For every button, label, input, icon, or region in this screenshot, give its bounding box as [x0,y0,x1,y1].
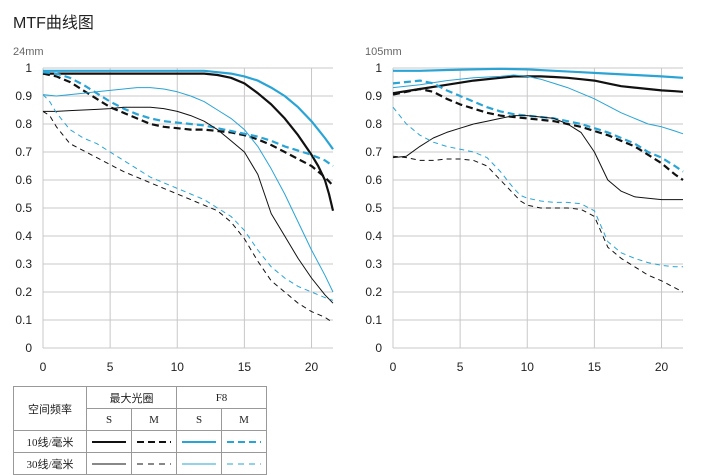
legend-swatch-10-max-s [86,430,132,453]
y-tick-label: 0.2 [15,285,32,299]
series-F8-30-S [42,87,334,293]
legend-header-max-aperture: 最大光圈 [86,386,177,409]
legend-swatch-10-f8-s [176,430,222,453]
series-F8-10-S [43,69,334,150]
legend-swatch-30-f8-m [221,452,267,475]
legend-m-f8: M [221,408,267,431]
y-tick-label: 0 [25,341,32,355]
y-tick-label: 0.7 [365,145,382,159]
series-max-10-S [392,75,684,95]
series-F8-30-M [392,106,683,268]
x-tick-label: 5 [107,360,114,374]
legend-m-max: M [131,408,177,431]
x-tick-label: 0 [40,360,47,374]
legend-header-f8: F8 [176,386,267,409]
page-title: MTF曲线图 [13,15,94,32]
y-tick-label: 1 [25,61,32,75]
x-tick-label: 20 [655,360,669,374]
x-tick-label: 10 [171,360,185,374]
series-max-10-S [43,72,335,212]
y-tick-label: 0.1 [365,313,382,327]
y-tick-label: 0.8 [365,117,382,131]
y-tick-label: 0.3 [15,257,32,271]
y-tick-label: 0.8 [15,117,32,131]
y-tick-label: 0.1 [15,313,32,327]
series-F8-10-M [42,71,334,167]
series-max-10-M [392,87,684,181]
y-tick-label: 1 [375,61,382,75]
y-tick-label: 0.4 [365,229,382,243]
y-tick-label: 0 [375,341,382,355]
y-tick-label: 0.4 [15,229,32,243]
y-tick-label: 0.5 [365,201,382,215]
chart-title: 105mm [365,46,402,58]
y-tick-label: 0.7 [15,145,32,159]
chart-105mm: 105mm 0 5 10 15 20 0 0.1 0.2 0.3 0.4 0.5 0.6 0.7 0.8 0.… [365,46,684,374]
series-max-30-S [392,115,683,201]
y-tick-label: 0.3 [365,257,382,271]
y-tick-label: 0.9 [365,89,382,103]
legend-s-max: S [86,408,132,431]
legend-swatch-30-f8-s [176,452,222,475]
series-max-10-M [42,72,334,187]
legend-table: 空间频率 最大光圈 F8 S M S M 10线/毫米 30线/毫米 [13,386,267,475]
legend-rowhead-header: 空间频率 [13,386,87,431]
series-max-30-M [42,110,334,324]
series-max-30-M [392,155,684,293]
y-tick-label: 0.6 [365,173,382,187]
chart-24mm: 24mm 0 5 10 15 20 0 0.1 0.2 0.3 0.4 0.5 0.6 0.7 0.8 0.9… [13,46,335,374]
legend-swatch-10-f8-m [221,430,267,453]
y-tick-label: 0.5 [15,201,32,215]
legend-swatch-10-max-m [131,430,177,453]
series-max-30-S [43,106,334,304]
legend-swatch-30-max-s [86,452,132,475]
y-tick-label: 0.9 [15,89,32,103]
chart-title: 24mm [13,46,44,58]
legend-swatch-30-max-m [131,452,177,475]
legend-row-30: 30线/毫米 [13,452,87,475]
x-tick-label: 15 [238,360,252,374]
x-tick-label: 15 [588,360,602,374]
legend-row-10: 10线/毫米 [13,430,87,453]
x-tick-label: 0 [390,360,397,374]
legend-s-f8: S [176,408,222,431]
series-F8-10-S [393,67,684,79]
x-tick-label: 5 [457,360,464,374]
series-F8-30-S [392,74,684,135]
series-F8-30-M [42,94,334,301]
x-tick-label: 20 [305,360,319,374]
y-tick-label: 0.6 [15,173,32,187]
x-tick-label: 10 [521,360,535,374]
y-tick-label: 0.2 [365,285,382,299]
